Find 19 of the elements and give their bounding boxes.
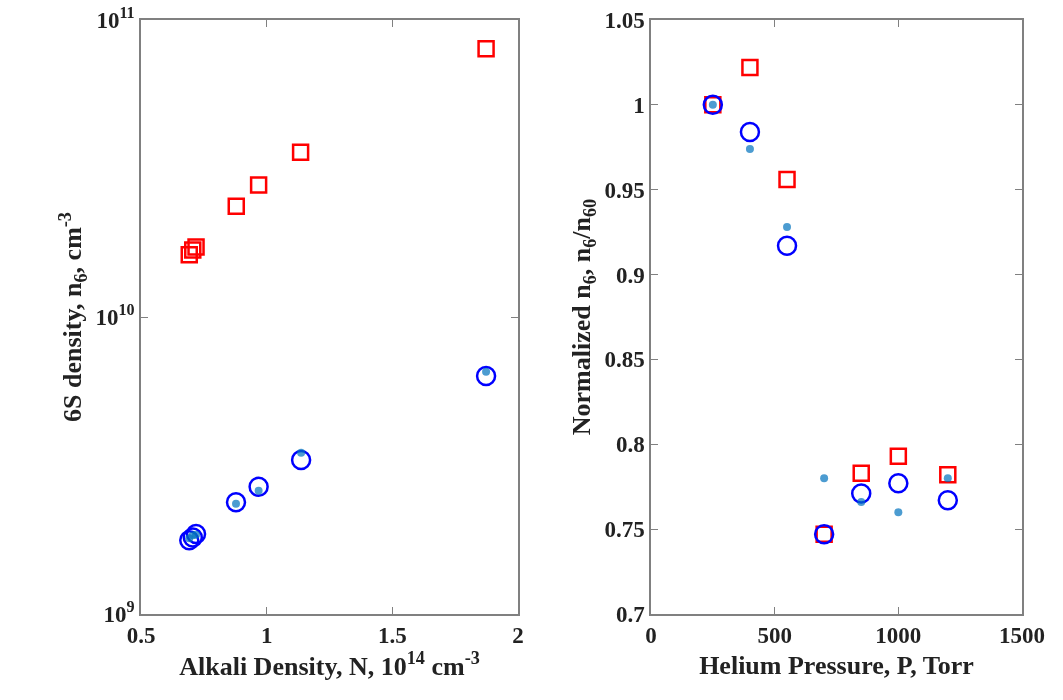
- x-tick-label: 2: [512, 623, 524, 649]
- y-tick-label: 0.8: [615, 432, 645, 458]
- x-tick-label: 500: [757, 623, 792, 649]
- y-tick-label: 0.7: [615, 602, 645, 628]
- y-tick-label: 10$^{10}$: [95, 301, 135, 331]
- y-tick-label: 0.95: [604, 177, 645, 203]
- y-tick-label: 0.85: [604, 347, 645, 373]
- x-tick-label: 0: [645, 623, 657, 649]
- y-tick-label: 1: [633, 92, 645, 118]
- x-tick-label: 1500: [999, 623, 1045, 649]
- y-tick-label: 0.9: [615, 262, 645, 288]
- x-axis-title: Alkali Density, N, 10$^{14}$ cm$^{-3}$: [179, 648, 480, 682]
- x-tick-label: 1: [260, 623, 273, 649]
- y-tick-label: 0.75: [604, 517, 645, 543]
- x-tick-label: 1.5: [377, 623, 407, 649]
- y-tick-label: 10$^{11}$: [96, 4, 135, 34]
- x-axis-title: Helium Pressure, P, Torr: [699, 650, 974, 680]
- y-tick-label: 1.05: [604, 8, 645, 34]
- x-tick-label: 1000: [875, 623, 922, 649]
